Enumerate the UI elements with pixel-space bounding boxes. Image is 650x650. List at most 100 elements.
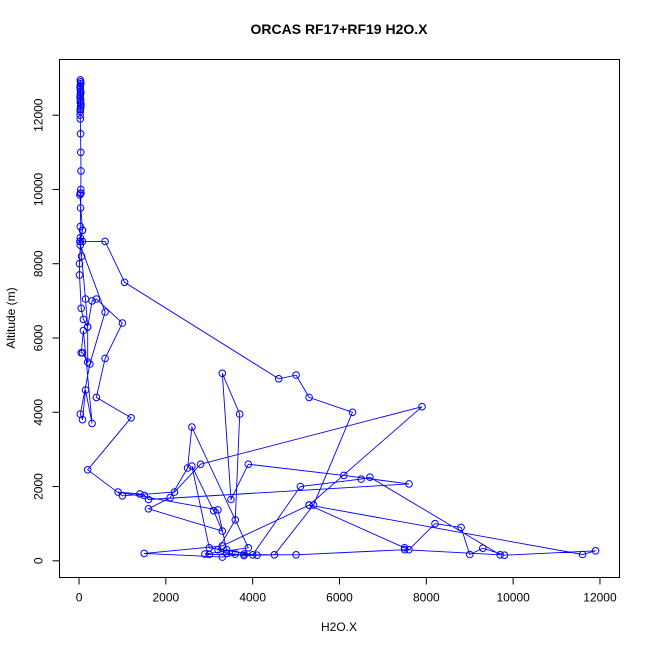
- data-point: [400, 545, 409, 554]
- data-point: [76, 115, 85, 123]
- x-tick-label: 0: [76, 591, 83, 605]
- data-point: [218, 553, 227, 561]
- data-point: [292, 371, 300, 379]
- data-point: [305, 393, 313, 402]
- data-point: [348, 408, 357, 417]
- data-point: [244, 460, 253, 469]
- x-tick-label: 10000: [496, 591, 530, 605]
- data-point: [75, 259, 84, 268]
- data-point: [101, 354, 109, 363]
- y-axis-label: Altitude (m): [4, 287, 18, 348]
- data-point: [309, 501, 318, 509]
- data-point: [118, 492, 127, 500]
- data-point: [78, 349, 87, 357]
- data-point: [400, 544, 409, 552]
- data-point: [188, 462, 196, 470]
- data-point: [76, 237, 85, 246]
- y-tick-label: 12000: [32, 98, 46, 132]
- data-point: [78, 415, 87, 424]
- data-point: [76, 189, 85, 197]
- data-point: [77, 252, 86, 261]
- y-tick-label: 2000: [32, 473, 46, 500]
- data-point: [479, 544, 487, 553]
- data-point: [92, 393, 101, 402]
- data-point: [231, 516, 240, 524]
- data-point: [170, 488, 179, 496]
- data-point: [457, 523, 465, 532]
- data-point: [500, 551, 509, 560]
- data-point: [76, 107, 85, 116]
- data-point: [253, 551, 261, 560]
- series-line: [79, 79, 596, 558]
- data-point: [81, 295, 90, 303]
- data-point: [79, 326, 88, 335]
- data-point: [183, 464, 192, 472]
- data-point: [76, 111, 84, 119]
- data-point: [127, 414, 135, 422]
- chart-title: ORCAS RF17+RF19 H2O.X: [251, 21, 429, 37]
- data-point: [222, 545, 231, 554]
- data-point: [222, 549, 231, 558]
- data-point: [218, 369, 227, 378]
- data-point: [296, 482, 305, 491]
- data-point: [140, 491, 148, 500]
- y-tick-label: 8000: [32, 250, 46, 277]
- data-point: [83, 323, 92, 331]
- data-point: [76, 233, 85, 242]
- data-point: [144, 495, 153, 504]
- data-point: [431, 519, 439, 528]
- data-point: [78, 237, 87, 246]
- data-point: [209, 506, 218, 515]
- data-point: [340, 471, 348, 480]
- data-point: [136, 490, 144, 498]
- data-point: [305, 501, 313, 509]
- data-point: [88, 297, 96, 305]
- data-point: [405, 480, 413, 488]
- data-point: [77, 148, 85, 157]
- data-point: [244, 544, 253, 552]
- data-point: [235, 410, 244, 418]
- data-point: [120, 278, 129, 287]
- data-point: [240, 550, 248, 558]
- data-point: [270, 551, 279, 559]
- y-axis: 0 2000 4000 6000 8000 10000 12000: [32, 98, 60, 564]
- data-point: [75, 271, 84, 279]
- x-tick-label: 6000: [326, 591, 353, 605]
- data-point: [218, 527, 227, 535]
- data-point: [114, 488, 122, 496]
- y-tick-label: 0: [32, 557, 46, 564]
- data-point: [496, 551, 504, 559]
- data-point: [405, 545, 413, 554]
- data-point: [292, 551, 300, 559]
- x-axis-label: H2O.X: [321, 620, 357, 634]
- data-point: [591, 547, 600, 555]
- data-point: [77, 167, 85, 175]
- data-point: [88, 419, 96, 428]
- data-point: [81, 386, 90, 394]
- data-point: [77, 185, 85, 194]
- data-point: [188, 423, 196, 431]
- data-point: [86, 360, 94, 368]
- data-point: [118, 319, 127, 327]
- data-point: [196, 460, 205, 469]
- data-point: [92, 295, 101, 303]
- data-point: [77, 304, 85, 313]
- data-point: [201, 550, 209, 558]
- data-point: [418, 402, 426, 411]
- x-tick-label: 4000: [239, 591, 266, 605]
- data-point: [76, 204, 85, 212]
- x-tick-label: 8000: [413, 591, 440, 605]
- data-point: [218, 542, 227, 550]
- data-point: [231, 550, 240, 558]
- data-point: [578, 550, 587, 559]
- y-tick-label: 4000: [32, 399, 46, 426]
- data-point: [366, 473, 374, 482]
- data-point: [83, 358, 92, 366]
- data-point: [144, 505, 153, 513]
- data-point: [248, 551, 257, 559]
- y-tick-label: 10000: [32, 172, 46, 206]
- data-point: [76, 130, 85, 138]
- plot-frame: [59, 59, 620, 578]
- data-point: [76, 222, 85, 231]
